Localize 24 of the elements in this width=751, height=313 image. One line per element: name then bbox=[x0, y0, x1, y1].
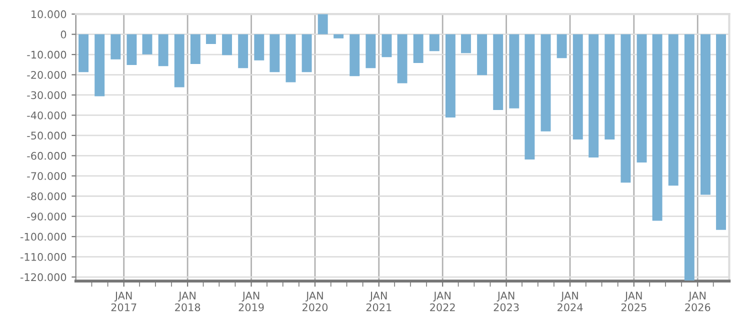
x-tick-label: JAN 2026 bbox=[685, 292, 710, 312]
y-tick-label: -20.000 bbox=[27, 70, 66, 79]
y-tick-label: -100.000 bbox=[20, 232, 66, 241]
x-tick-label: JAN 2019 bbox=[238, 292, 264, 312]
x-tick-label: JAN 2024 bbox=[558, 292, 583, 312]
y-tick-label: -70.000 bbox=[27, 172, 66, 180]
y-tick-label: -50.000 bbox=[27, 132, 66, 140]
x-tick-label: JAN 2021 bbox=[366, 292, 392, 312]
y-tick-label: -110.000 bbox=[20, 253, 66, 261]
x-tick-label: JAN 2025 bbox=[621, 292, 646, 312]
x-tick-label: JAN 2017 bbox=[111, 292, 136, 312]
y-tick-label: -10.000 bbox=[27, 50, 66, 59]
x-tick-label: JAN 2022 bbox=[430, 292, 455, 312]
x-tick-label: JAN 2018 bbox=[175, 292, 200, 312]
y-tick-label: -90.000 bbox=[27, 212, 66, 220]
y-tick-label: -40.000 bbox=[27, 111, 66, 120]
y-tick-label: 0 bbox=[60, 30, 66, 38]
y-tick-label: 10.000 bbox=[32, 10, 66, 18]
x-tick-label: JAN 2023 bbox=[494, 292, 519, 312]
y-tick-label: -30.000 bbox=[27, 91, 66, 100]
x-tick-label: JAN 2020 bbox=[302, 292, 328, 312]
y-tick-label: -120.000 bbox=[20, 273, 66, 282]
y-tick-label: -80.000 bbox=[27, 192, 66, 200]
y-tick-label: -60.000 bbox=[27, 152, 66, 160]
